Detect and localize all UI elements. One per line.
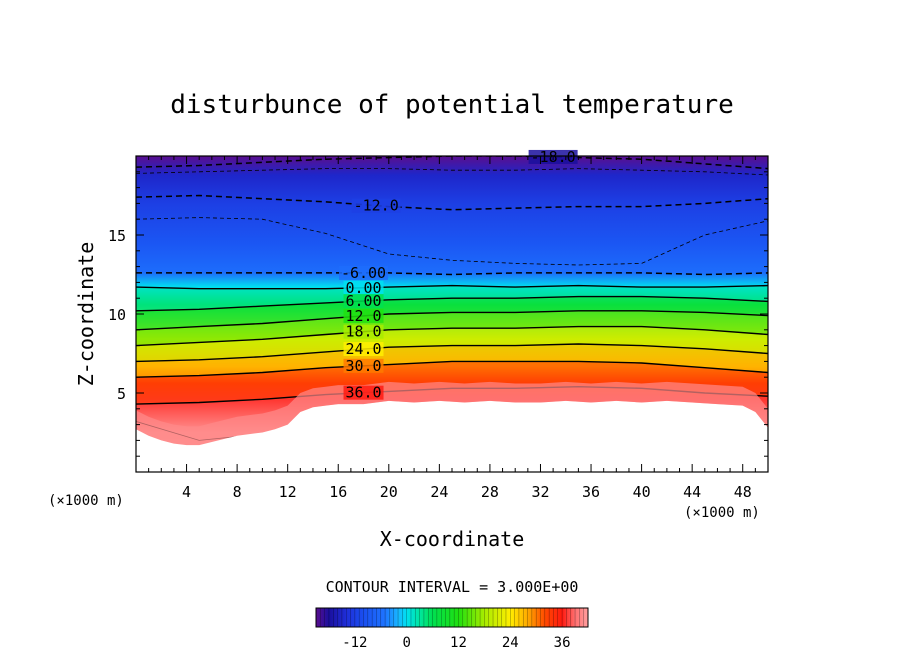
contour-labels: 0.006.0012.018.024.030.036.0-18.0-12.0-6… [339, 148, 578, 402]
contour-lines [136, 156, 768, 441]
contour-label: -12.0 [354, 197, 399, 215]
field-band [136, 344, 768, 378]
x-tick-label: 28 [481, 483, 499, 501]
contour-label: -6.00 [341, 264, 386, 282]
terrain-shade [136, 381, 768, 446]
contour-label-bg [343, 294, 384, 309]
x-tick-label: 36 [582, 483, 600, 501]
contour-label-bg [343, 324, 384, 339]
y-tick-label: 10 [108, 306, 126, 324]
x-axis-label: X-coordinate [380, 527, 525, 551]
contour-line [136, 310, 768, 331]
contour-line [136, 343, 768, 363]
contour-label-bg [343, 342, 384, 357]
y-axis: 5 10 15 [108, 171, 768, 457]
x-unit-label: (×1000 m) [684, 505, 760, 521]
contour-label-bg [343, 308, 384, 323]
contour-line-dashed [136, 194, 768, 211]
contour-label: 18.0 [345, 323, 381, 341]
x-tick-label: 20 [380, 483, 398, 501]
colorbar-divisions [315, 608, 589, 627]
colorbar-tick-label: 24 [502, 635, 519, 651]
contour-line [136, 295, 768, 312]
x-axis: 4 8 12 16 20 24 28 32 36 40 44 48 [148, 156, 756, 501]
x-tick-label: 32 [531, 483, 549, 501]
contour-label-bg [343, 358, 384, 373]
colorbar-tick-label: -12 [342, 635, 367, 651]
plot-area [136, 156, 768, 472]
colorbar-ticks: -12 0 12 24 36 [342, 635, 570, 651]
contour-label-bg [339, 265, 389, 280]
contour-label: 30.0 [345, 357, 381, 375]
x-tick-label: 8 [233, 483, 242, 501]
contour-label-bg [343, 385, 384, 400]
contour-line-dashed [136, 168, 768, 176]
y-tick-label: 15 [108, 227, 126, 245]
contour-label: 6.00 [345, 292, 381, 310]
contour-label-bg [343, 280, 384, 295]
x-tick-label: 12 [279, 483, 297, 501]
contour-line [136, 284, 768, 290]
chart-title: disturbunce of potential temperature [170, 90, 734, 120]
x-tick-label: 44 [683, 483, 701, 501]
contour-label-bg [351, 198, 401, 213]
x-tick-label: 16 [329, 483, 347, 501]
colorbar-tick-label: 36 [554, 635, 571, 651]
contour-label: 0.00 [345, 279, 381, 297]
contour-label: 36.0 [345, 384, 381, 402]
x-tick-label: 24 [430, 483, 448, 501]
contour-label: 24.0 [345, 340, 381, 358]
z-unit-label: (×1000 m) [48, 493, 124, 509]
contour-interval-text: CONTOUR INTERVAL = 3.000E+00 [326, 578, 579, 596]
contour-line [136, 360, 768, 378]
colorbar [315, 607, 589, 628]
contour-line [136, 325, 768, 347]
colorbar-tick-label: 0 [402, 635, 410, 651]
x-tick-label: 4 [182, 483, 191, 501]
y-tick-label: 5 [117, 385, 126, 403]
x-tick-label: 40 [633, 483, 651, 501]
contour-line-dashed [136, 272, 768, 276]
contour-line-dashed [136, 217, 768, 266]
terrain-mask [136, 400, 768, 472]
colorbar-tick-label: 12 [450, 635, 467, 651]
y-axis-label: Z-coordinate [74, 242, 98, 387]
field-band [136, 326, 768, 362]
contour-label: 12.0 [345, 307, 381, 325]
contour-line-dashed [136, 156, 768, 170]
x-tick-label: 48 [734, 483, 752, 501]
